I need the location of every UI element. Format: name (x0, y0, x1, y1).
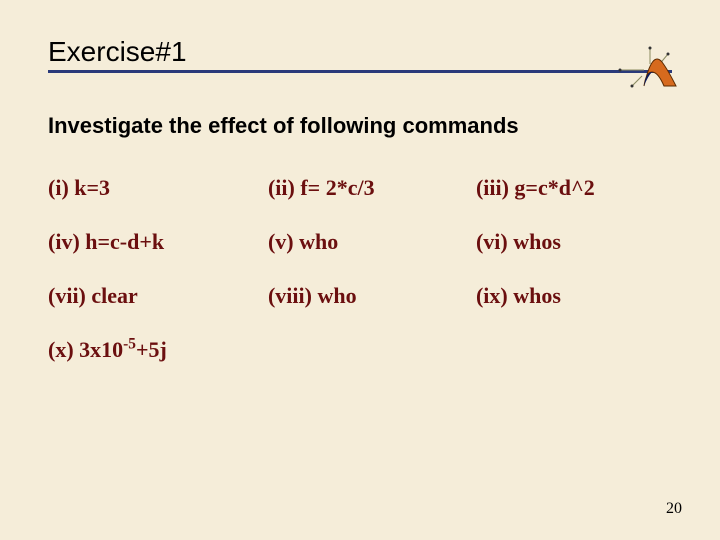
command-cell: (v) who (256, 229, 464, 255)
command-row: (vii) clear (viii) who (ix) whos (48, 283, 672, 309)
command-text-prefix: (x) 3x10 (48, 337, 123, 362)
slide: Exercise#1 Investigate the effect of fol… (0, 0, 720, 540)
command-cell: (iii) g=c*d^2 (464, 175, 672, 201)
command-grid: (i) k=3 (ii) f= 2*c/3 (iii) g=c*d^2 (iv)… (48, 175, 672, 363)
matlab-logo-icon (614, 42, 686, 98)
command-cell: (x) 3x10-5+5j (48, 337, 167, 363)
command-row: (i) k=3 (ii) f= 2*c/3 (iii) g=c*d^2 (48, 175, 672, 201)
command-row: (iv) h=c-d+k (v) who (vi) whos (48, 229, 672, 255)
slide-title: Exercise#1 (48, 36, 672, 70)
command-text-exponent: -5 (123, 336, 136, 353)
title-underline (48, 70, 672, 73)
command-cell: (vii) clear (48, 283, 256, 309)
command-cell: (ix) whos (464, 283, 672, 309)
command-cell: (ii) f= 2*c/3 (256, 175, 464, 201)
command-text-suffix: +5j (136, 337, 167, 362)
command-cell: (vi) whos (464, 229, 672, 255)
command-cell: (i) k=3 (48, 175, 256, 201)
command-row: (x) 3x10-5+5j (48, 337, 672, 363)
subheading: Investigate the effect of following comm… (48, 113, 672, 139)
title-block: Exercise#1 (48, 36, 672, 73)
page-number: 20 (666, 500, 682, 518)
command-cell: (iv) h=c-d+k (48, 229, 256, 255)
command-cell: (viii) who (256, 283, 464, 309)
